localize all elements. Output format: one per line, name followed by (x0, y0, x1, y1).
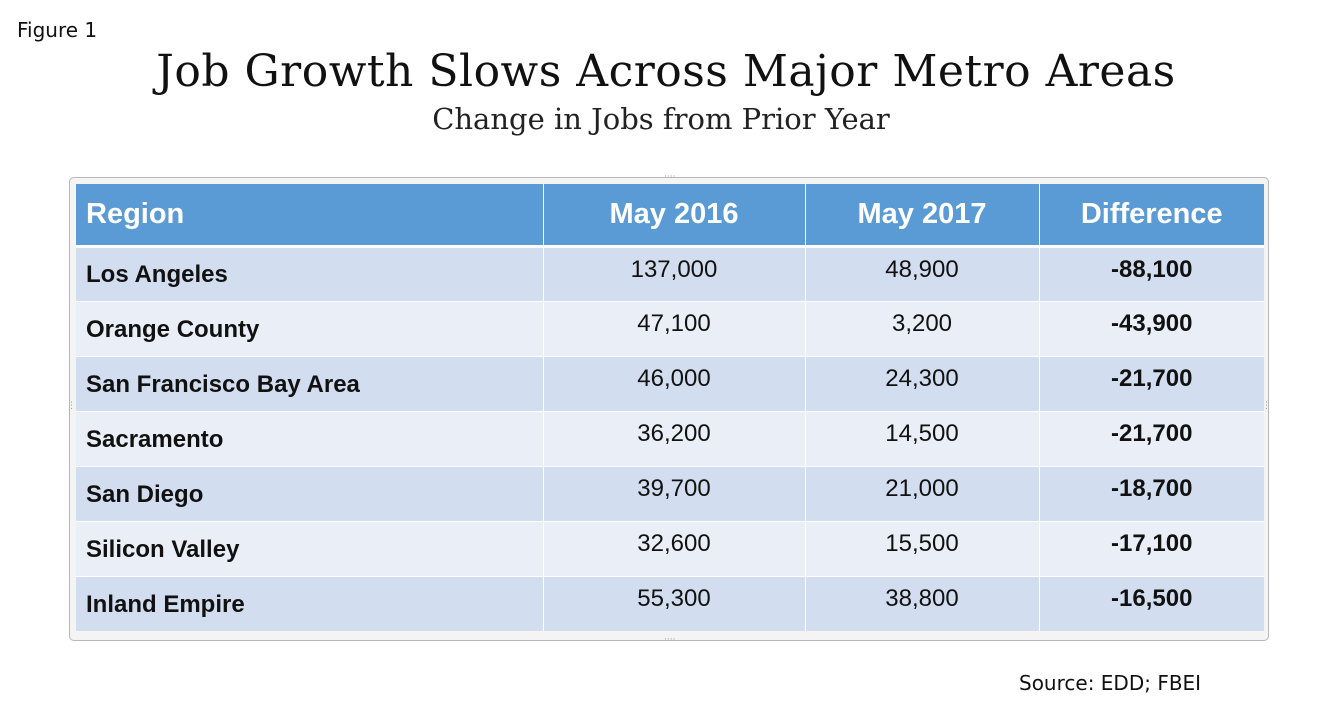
region-cell: Los Angeles (76, 245, 544, 301)
figure-label: Figure 1 (17, 18, 98, 42)
table-header-row: Region May 2016 May 2017 Difference (76, 184, 1264, 246)
resize-handle-left[interactable]: ⋮ (67, 401, 76, 411)
header-region: Region (76, 184, 544, 246)
difference-cell: -43,900 (1039, 300, 1264, 356)
region-cell: Sacramento (76, 410, 544, 466)
region-cell: San Diego (76, 465, 544, 521)
header-may-2017: May 2017 (805, 184, 1040, 246)
may-2016-cell: 32,600 (543, 520, 806, 576)
may-2016-cell: 55,300 (543, 575, 806, 631)
header-may-2016: May 2016 (543, 184, 806, 246)
difference-cell: -21,700 (1039, 410, 1264, 466)
table-row: San Francisco Bay Area 46,000 24,300 -21… (76, 355, 1264, 411)
difference-cell: -16,500 (1039, 575, 1264, 631)
table-row: Sacramento 36,200 14,500 -21,700 (76, 410, 1264, 466)
chart-title: Job Growth Slows Across Major Metro Area… (156, 46, 1176, 97)
difference-cell: -17,100 (1039, 520, 1264, 576)
may-2016-cell: 36,200 (543, 410, 806, 466)
resize-handle-top[interactable]: ···· (664, 172, 676, 182)
may-2016-cell: 39,700 (543, 465, 806, 521)
may-2016-cell: 46,000 (543, 355, 806, 411)
may-2017-cell: 15,500 (805, 520, 1040, 576)
table-row: Inland Empire 55,300 38,800 -16,500 (76, 575, 1264, 631)
table-row: Orange County 47,100 3,200 -43,900 (76, 300, 1264, 356)
table-row: Silicon Valley 32,600 15,500 -17,100 (76, 520, 1264, 576)
region-cell: Inland Empire (76, 575, 544, 631)
may-2016-cell: 47,100 (543, 300, 806, 356)
header-difference: Difference (1039, 184, 1264, 246)
resize-handle-right[interactable]: ⋮ (1262, 401, 1271, 411)
region-cell: San Francisco Bay Area (76, 355, 544, 411)
jobs-table: Region May 2016 May 2017 Difference Los … (76, 184, 1264, 631)
table-row: Los Angeles 137,000 48,900 -88,100 (76, 245, 1264, 301)
difference-cell: -18,700 (1039, 465, 1264, 521)
region-cell: Silicon Valley (76, 520, 544, 576)
may-2017-cell: 21,000 (805, 465, 1040, 521)
region-cell: Orange County (76, 300, 544, 356)
source-note: Source: EDD; FBEI (1019, 671, 1202, 695)
may-2017-cell: 38,800 (805, 575, 1040, 631)
difference-cell: -21,700 (1039, 355, 1264, 411)
may-2017-cell: 3,200 (805, 300, 1040, 356)
may-2016-cell: 137,000 (543, 245, 806, 301)
difference-cell: -88,100 (1039, 245, 1264, 301)
resize-handle-bottom[interactable]: ···· (664, 635, 676, 645)
may-2017-cell: 48,900 (805, 245, 1040, 301)
table-row: San Diego 39,700 21,000 -18,700 (76, 465, 1264, 521)
may-2017-cell: 14,500 (805, 410, 1040, 466)
may-2017-cell: 24,300 (805, 355, 1040, 411)
chart-subtitle: Change in Jobs from Prior Year (432, 102, 890, 136)
